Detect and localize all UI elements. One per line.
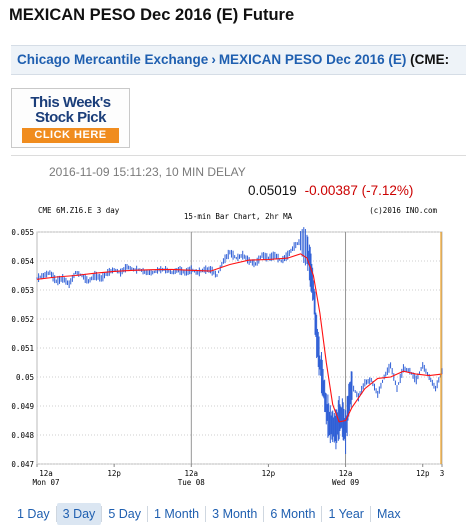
plot-area [36, 231, 443, 465]
tab-max[interactable]: Max [376, 507, 401, 521]
breadcrumb: Chicago Mercantile Exchange › MEXICAN PESO… [11, 45, 466, 75]
page-title: MEXICAN PESO Dec 2016 (E) Future [9, 6, 295, 24]
quote-timestamp: 2016-11-09 15:11:23, 10 MIN DELAY [49, 165, 246, 179]
tab-1-year[interactable]: 1 Year [328, 507, 364, 521]
tab-separator [263, 506, 265, 522]
stock-pick-ad-banner[interactable]: This Week's Stock Pick CLICK HERE [11, 88, 130, 148]
x-tick-label: 12a [39, 469, 53, 478]
ad-click-here-button[interactable]: CLICK HERE [22, 128, 119, 143]
tab-1-day[interactable]: 1 Day [17, 507, 50, 521]
price-change: -0.00387 (-7.12%) [304, 183, 414, 198]
y-tick-label: 0.05 [16, 373, 34, 382]
x-tick-date-label: Tue 08 [178, 478, 206, 487]
chart-header-symbol: CME 6M.Z16.E 3 day [38, 206, 120, 215]
x-tick-label: 12p [107, 469, 121, 478]
y-tick-label: 0.055 [11, 228, 34, 237]
tab-separator [205, 506, 207, 522]
y-tick-label: 0.048 [11, 431, 34, 440]
divider [11, 155, 466, 156]
x-tick-label: 12a [185, 469, 199, 478]
tab-3-day[interactable]: 3 Day [56, 503, 102, 525]
x-tick-label: 12p [416, 469, 430, 478]
moving-average-line [36, 253, 443, 423]
breadcrumb-contract-link[interactable]: MEXICAN PESO Dec 2016 (E) [218, 52, 407, 67]
tab-1-month[interactable]: 1 Month [153, 507, 200, 521]
y-tick-label: 0.052 [11, 315, 34, 324]
y-tick-label: 0.053 [11, 286, 34, 295]
x-tick-date-label: Wed 09 [332, 478, 359, 487]
y-tick-label: 0.047 [11, 460, 34, 469]
y-tick-label: 0.051 [11, 344, 34, 353]
tab-6-month[interactable]: 6 Month [270, 507, 316, 521]
tab-separator [369, 506, 371, 522]
y-tick-label: 0.049 [11, 402, 34, 411]
chart-header-copyright: (c)2016 INO.com [369, 206, 437, 215]
ad-line-1: This Week's [30, 94, 111, 111]
last-price: 0.05019 [248, 183, 297, 198]
y-tick-label: 0.054 [11, 257, 34, 266]
x-tick-label: 12a [339, 469, 353, 478]
chart-header-type: 15-min Bar Chart, 2hr MA [184, 212, 293, 221]
tab-5-day[interactable]: 5 Day [108, 507, 141, 521]
breadcrumb-exchange-link[interactable]: Chicago Mercantile Exchange [17, 52, 209, 67]
x-tick-label: 12p [262, 469, 276, 478]
quote-line: 0.05019 -0.00387 (-7.12%) [248, 183, 413, 198]
breadcrumb-code: (CME: [410, 52, 450, 67]
timeframe-tabs: 1 Day 3 Day 5 Day 1 Month 3 Month 6 Month 1 Ye… [11, 503, 407, 525]
ad-line-2: Stock Pick [35, 109, 106, 126]
tab-separator [146, 506, 148, 522]
breadcrumb-separator: › [211, 52, 216, 67]
x-tick-label: 3 [440, 469, 445, 478]
price-chart: CME 6M.Z16.E 3 day 15-min Bar Chart, 2hr… [11, 206, 445, 487]
tab-separator [321, 506, 323, 522]
tab-separator [101, 506, 103, 522]
tab-3-month[interactable]: 3 Month [212, 507, 258, 521]
x-tick-date-label: Mon 07 [32, 478, 59, 487]
tab-separator [55, 506, 57, 522]
